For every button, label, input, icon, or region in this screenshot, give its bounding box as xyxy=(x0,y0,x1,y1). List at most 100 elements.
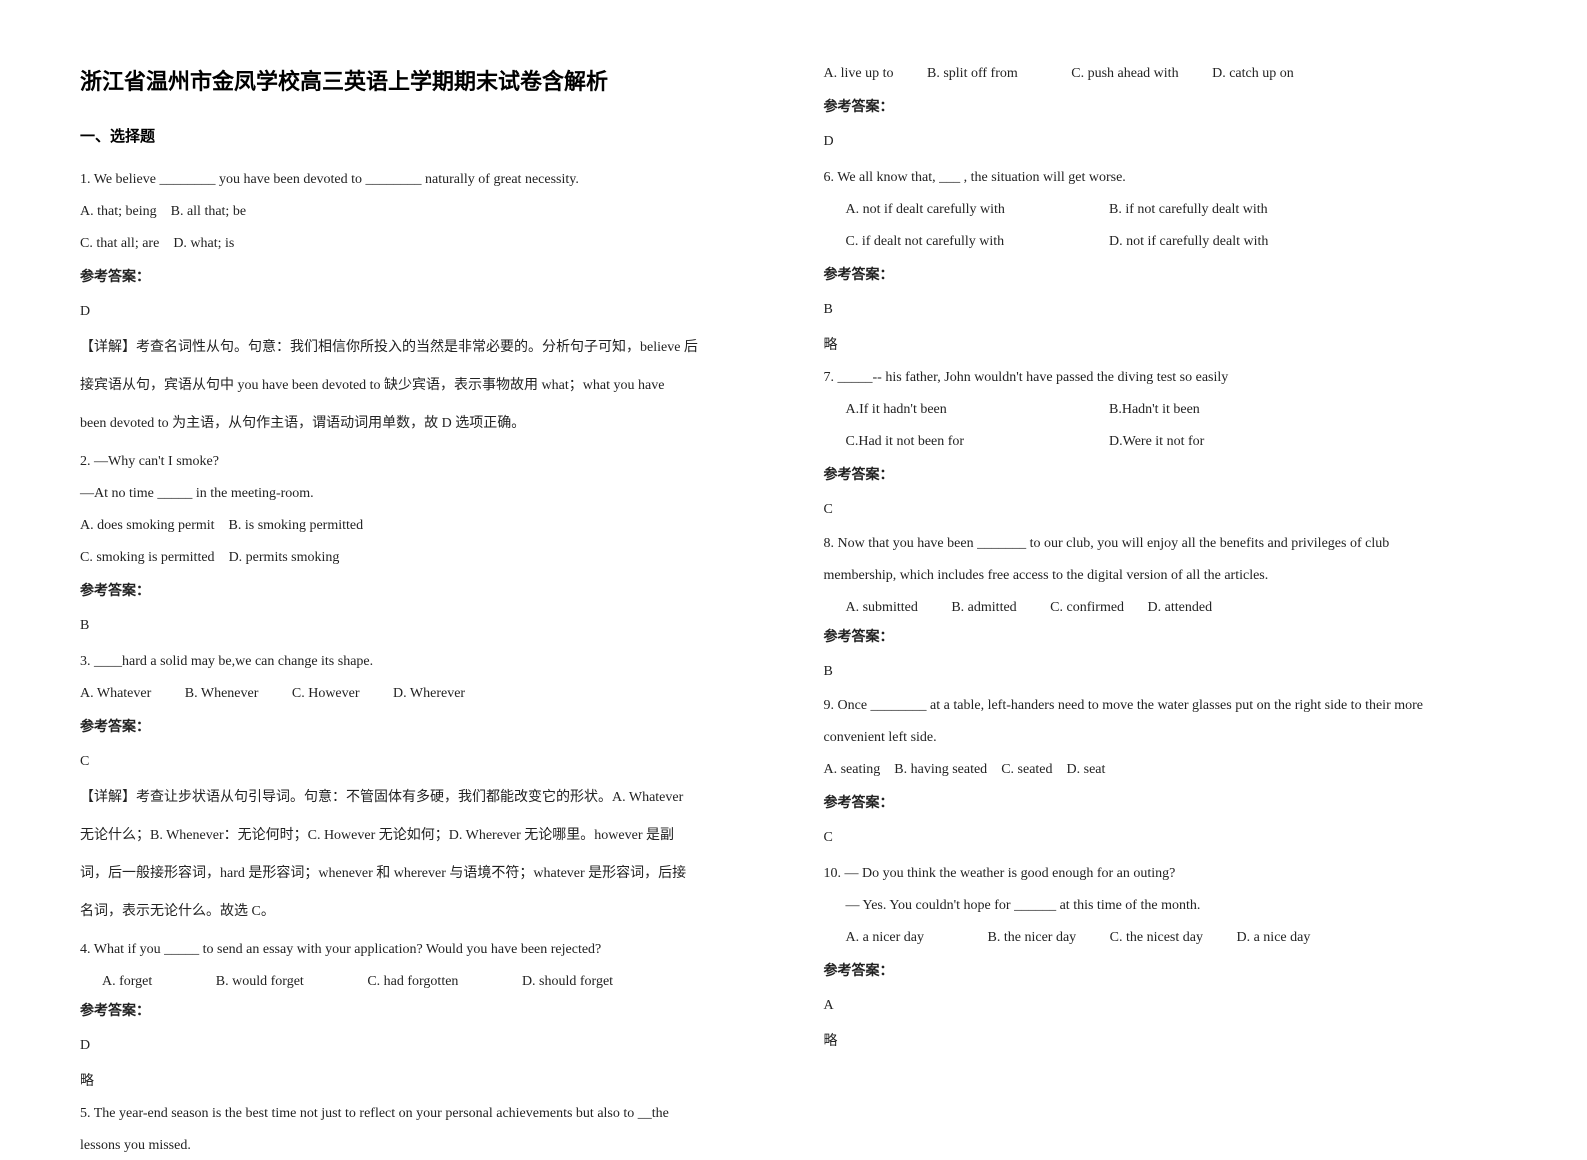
q8-opt-d: D. attended xyxy=(1148,594,1213,622)
answer-label: 参考答案： xyxy=(824,462,1508,490)
q5-stem-2: lessons you missed. xyxy=(80,1132,764,1160)
q5-options: A. live up to B. split off from C. push … xyxy=(824,60,1508,88)
answer-label: 参考答案： xyxy=(824,94,1508,122)
q9-stem-1: 9. Once ________ at a table, left-hander… xyxy=(824,692,1508,720)
q7-opt-b: B.Hadn't it been xyxy=(1109,402,1200,417)
q3-explain-3: 词，后一般接形容词，hard 是形容词；whenever 和 wherever … xyxy=(80,860,764,888)
q2-opt-c: C. smoking is permitted xyxy=(80,550,215,565)
q1-opt-a: A. that; being xyxy=(80,204,157,219)
q7-answer: C xyxy=(824,496,1508,524)
q4-opt-d: D. should forget xyxy=(522,968,613,996)
answer-label: 参考答案： xyxy=(80,264,764,292)
q3-opt-b: B. Whenever xyxy=(185,680,259,708)
q8-opt-c: C. confirmed xyxy=(1050,594,1124,622)
q1-opt-b: B. all that; be xyxy=(171,204,246,219)
q4-opt-c: C. had forgotten xyxy=(367,968,458,996)
q1-opt-c: C. that all; are xyxy=(80,236,159,251)
answer-label: 参考答案： xyxy=(824,790,1508,818)
q1-explain-3: been devoted to 为主语，从句作主语，谓语动词用单数，故 D 选项… xyxy=(80,410,764,438)
q6-omit: 略 xyxy=(824,332,1508,360)
q10-line1: 10. — Do you think the weather is good e… xyxy=(824,860,1508,888)
answer-label: 参考答案： xyxy=(824,624,1508,652)
q6-opt-c: C. if dealt not carefully with xyxy=(846,228,1106,256)
q2-opt-d: D. permits smoking xyxy=(229,550,340,565)
answer-label: 参考答案： xyxy=(80,714,764,742)
q10-omit: 略 xyxy=(824,1028,1508,1056)
q1-explain-1: 【详解】考查名词性从句。句意：我们相信你所投入的当然是非常必要的。分析句子可知，… xyxy=(80,334,764,362)
q5-opt-a: A. live up to xyxy=(824,60,894,88)
q3-opt-d: D. Wherever xyxy=(393,680,465,708)
q6-opt-a: A. not if dealt carefully with xyxy=(846,196,1106,224)
q5-opt-c: C. push ahead with xyxy=(1071,60,1178,88)
q1-stem: 1. We believe ________ you have been dev… xyxy=(80,166,764,194)
q1-explain-2: 接宾语从句，宾语从句中 you have been devoted to 缺少宾… xyxy=(80,372,764,400)
q4-answer: D xyxy=(80,1032,764,1060)
answer-label: 参考答案： xyxy=(80,998,764,1026)
q1-opt-d: D. what; is xyxy=(173,236,234,251)
q9-opt-b: B. having seated xyxy=(894,762,987,777)
q4-opt-a: A. forget xyxy=(102,968,152,996)
q3-options: A. Whatever B. Whenever C. However D. Wh… xyxy=(80,680,764,708)
q8-opt-a: A. submitted xyxy=(846,594,918,622)
q3-explain-4: 名词，表示无论什么。故选 C。 xyxy=(80,898,764,926)
q3-opt-c: C. However xyxy=(292,680,360,708)
q2-answer: B xyxy=(80,612,764,640)
q2-opt-b: B. is smoking permitted xyxy=(229,518,364,533)
q9-stem-2: convenient left side. xyxy=(824,724,1508,752)
q9-answer: C xyxy=(824,824,1508,852)
q7-opt-a: A.If it hadn't been xyxy=(846,396,1106,424)
q2-line1: 2. —Why can't I smoke? xyxy=(80,448,764,476)
q7-options-row2: C.Had it not been for D.Were it not for xyxy=(824,428,1508,456)
q2-opt-a: A. does smoking permit xyxy=(80,518,215,533)
q10-line2: — Yes. You couldn't hope for ______ at t… xyxy=(824,892,1508,920)
q4-omit: 略 xyxy=(80,1068,764,1096)
q6-opt-d: D. not if carefully dealt with xyxy=(1109,234,1268,249)
q3-explain-1: 【详解】考查让步状语从句引导词。句意：不管固体有多硬，我们都能改变它的形状。A.… xyxy=(80,784,764,812)
q6-options-row2: C. if dealt not carefully with D. not if… xyxy=(824,228,1508,256)
q7-opt-c: C.Had it not been for xyxy=(846,428,1106,456)
q4-opt-b: B. would forget xyxy=(216,968,304,996)
page: 浙江省温州市金凤学校高三英语上学期期末试卷含解析 一、选择题 1. We bel… xyxy=(0,0,1587,1122)
answer-label: 参考答案： xyxy=(80,578,764,606)
q6-answer: B xyxy=(824,296,1508,324)
q3-opt-a: A. Whatever xyxy=(80,680,151,708)
q6-stem: 6. We all know that, ___ , the situation… xyxy=(824,164,1508,192)
document-title: 浙江省温州市金凤学校高三英语上学期期末试卷含解析 xyxy=(80,60,764,104)
q8-answer: B xyxy=(824,658,1508,686)
right-column: A. live up to B. split off from C. push … xyxy=(794,60,1538,1082)
q6-opt-b: B. if not carefully dealt with xyxy=(1109,202,1268,217)
q3-answer: C xyxy=(80,748,764,776)
q2-options-row1: A. does smoking permit B. is smoking per… xyxy=(80,512,764,540)
q9-options: A. seating B. having seated C. seated D.… xyxy=(824,756,1508,784)
q8-options: A. submitted B. admitted C. confirmed D.… xyxy=(824,594,1508,622)
q3-explain-2: 无论什么；B. Whenever：无论何时；C. However 无论如何；D.… xyxy=(80,822,764,850)
q7-stem: 7. _____-- his father, John wouldn't hav… xyxy=(824,364,1508,392)
q4-stem: 4. What if you _____ to send an essay wi… xyxy=(80,936,764,964)
q8-stem-2: membership, which includes free access t… xyxy=(824,562,1508,590)
q10-opt-b: B. the nicer day xyxy=(988,924,1077,952)
q4-options: A. forget B. would forget C. had forgott… xyxy=(80,968,764,996)
q3-stem: 3. ____hard a solid may be,we can change… xyxy=(80,648,764,676)
q9-opt-a: A. seating xyxy=(824,762,881,777)
q1-options-row2: C. that all; are D. what; is xyxy=(80,230,764,258)
q5-opt-b: B. split off from xyxy=(927,60,1018,88)
q2-line2: —At no time _____ in the meeting-room. xyxy=(80,480,764,508)
q10-opt-c: C. the nicest day xyxy=(1110,924,1203,952)
q7-opt-d: D.Were it not for xyxy=(1109,434,1204,449)
q1-options-row1: A. that; being B. all that; be xyxy=(80,198,764,226)
left-column: 浙江省温州市金凤学校高三英语上学期期末试卷含解析 一、选择题 1. We bel… xyxy=(50,60,794,1082)
q5-answer: D xyxy=(824,128,1508,156)
q8-stem-1: 8. Now that you have been _______ to our… xyxy=(824,530,1508,558)
q5-stem-1: 5. The year-end season is the best time … xyxy=(80,1100,764,1128)
q7-options-row1: A.If it hadn't been B.Hadn't it been xyxy=(824,396,1508,424)
answer-label: 参考答案： xyxy=(824,262,1508,290)
q9-opt-d: D. seat xyxy=(1067,762,1106,777)
q10-options: A. a nicer day B. the nicer day C. the n… xyxy=(824,924,1508,952)
q2-options-row2: C. smoking is permitted D. permits smoki… xyxy=(80,544,764,572)
q10-opt-d: D. a nice day xyxy=(1236,924,1310,952)
q10-opt-a: A. a nicer day xyxy=(846,924,925,952)
section-heading: 一、选择题 xyxy=(80,122,764,152)
q10-answer: A xyxy=(824,992,1508,1020)
q6-options-row1: A. not if dealt carefully with B. if not… xyxy=(824,196,1508,224)
q8-opt-b: B. admitted xyxy=(951,594,1016,622)
